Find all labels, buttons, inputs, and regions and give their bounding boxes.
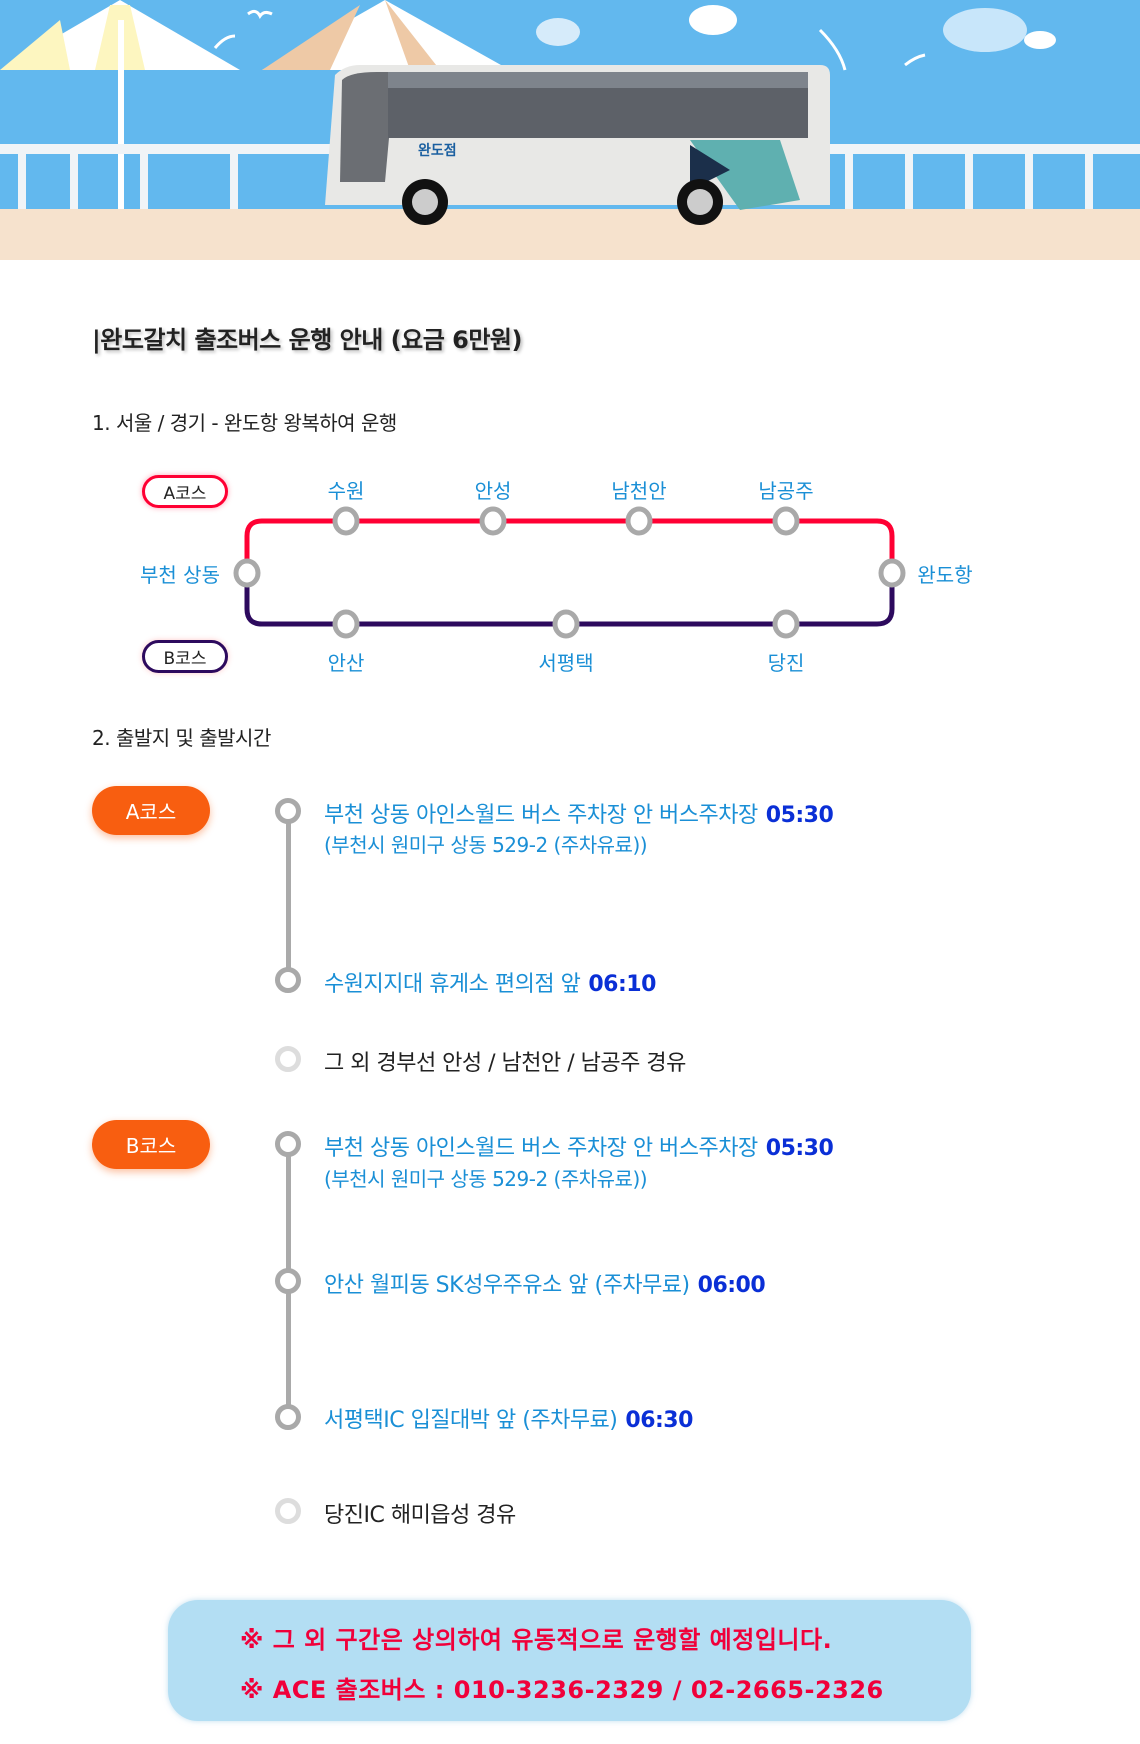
stop-a-2 [479, 506, 507, 536]
b-stop-label: 당진 [767, 651, 805, 675]
section1-heading: 1. 서울 / 경기 - 완도항 왕복하여 운행 [92, 411, 397, 435]
timeline-dot-via [275, 1046, 301, 1072]
stop-name: 수원지지대 휴게소 편의점 앞 [324, 972, 581, 997]
timeline-dot [275, 1131, 301, 1157]
timeline-dot-via [275, 1498, 301, 1524]
hero-banner-bus-illustration: 완도점 [0, 0, 1140, 260]
stop-name: 안산 월피동 SK성우주유소 앞 (주차무료) [324, 1273, 690, 1298]
departure-stop: 수원지지대 휴게소 편의점 앞 06:10 [324, 966, 656, 998]
departure-time: 06:30 [625, 1408, 693, 1433]
timeline-line-a [286, 811, 291, 980]
via-note: 그 외 경부선 안성 / 남천안 / 남공주 경유 [324, 1051, 686, 1076]
notice-box [168, 1600, 971, 1721]
timeline-dot [275, 1268, 301, 1294]
stop-a-1 [332, 506, 360, 536]
stop-origin [233, 558, 261, 588]
departure-time: 05:30 [765, 1136, 834, 1161]
a-stop-label: 수원 [327, 479, 365, 503]
departure-time: 06:10 [588, 972, 656, 997]
stop-b-2 [552, 609, 580, 639]
umbrella-yellow [0, 0, 240, 210]
stop-name: 부천 상동 아인스월드 버스 주차장 안 버스주차장 [324, 1136, 758, 1161]
stop-name: 서평택IC 입질대박 앞 (주차무료) [324, 1408, 618, 1433]
timeline-dot [275, 1404, 301, 1430]
timeline-dot [275, 967, 301, 993]
stop-b-1 [332, 609, 360, 639]
a-stop-label: 남천안 [611, 479, 667, 503]
bus: 완도점 [325, 65, 830, 225]
timeline-dot [275, 798, 301, 824]
departure-time: 06:00 [697, 1273, 766, 1298]
destination-label: 완도항 [917, 563, 973, 587]
departure-stop: 부천 상동 아인스월드 버스 주차장 안 버스주차장 05:30 [324, 797, 834, 829]
a-stop-label: 남공주 [758, 479, 814, 503]
via-note: 당진IC 해미읍성 경유 [324, 1503, 516, 1528]
departure-stop: 안산 월피동 SK성우주유소 앞 (주차무료) 06:00 [324, 1267, 766, 1299]
route-map [233, 506, 906, 639]
b-stop-label: 안산 [327, 651, 365, 675]
stop-address: (부천시 원미구 상동 529-2 (주차유료)) [324, 833, 648, 857]
course-a-chip: A코스 [142, 475, 228, 508]
page-title: |완도갈치 출조버스 운행 안내 (요금 6만원) [92, 326, 522, 354]
notice-line-1: ※ 그 외 구간은 상의하여 유동적으로 운행할 예정입니다. [240, 1626, 833, 1654]
stop-a-3 [625, 506, 653, 536]
stop-b-3 [772, 609, 800, 639]
course-b-chip: B코스 [142, 640, 228, 673]
stop-destination [878, 558, 906, 588]
origin-label: 부천 상동 [140, 563, 220, 587]
route-line-a [244, 518, 895, 573]
umbrella-peach [262, 0, 510, 70]
departure-time: 05:30 [765, 803, 834, 828]
departure-stop: 서평택IC 입질대박 앞 (주차무료) 06:30 [324, 1402, 693, 1434]
bus-logo: 완도점 [418, 142, 457, 159]
stop-a-4 [772, 506, 800, 536]
course-b-badge: B코스 [92, 1120, 210, 1169]
stop-name: 부천 상동 아인스월드 버스 주차장 안 버스주차장 [324, 803, 758, 828]
course-a-badge: A코스 [92, 786, 210, 835]
clouds [536, 5, 1056, 52]
b-stop-label: 서평택 [538, 651, 594, 675]
stop-address: (부천시 원미구 상동 529-2 (주차유료)) [324, 1167, 648, 1191]
departure-stop: 부천 상동 아인스월드 버스 주차장 안 버스주차장 05:30 [324, 1130, 834, 1162]
notice-contact: ※ ACE 출조버스 : 010-3236-2329 / 02-2665-232… [240, 1676, 884, 1704]
a-stop-label: 안성 [474, 479, 512, 503]
railing [18, 154, 1093, 210]
section2-heading: 2. 출발지 및 출발시간 [92, 726, 271, 750]
seagulls [213, 9, 926, 71]
